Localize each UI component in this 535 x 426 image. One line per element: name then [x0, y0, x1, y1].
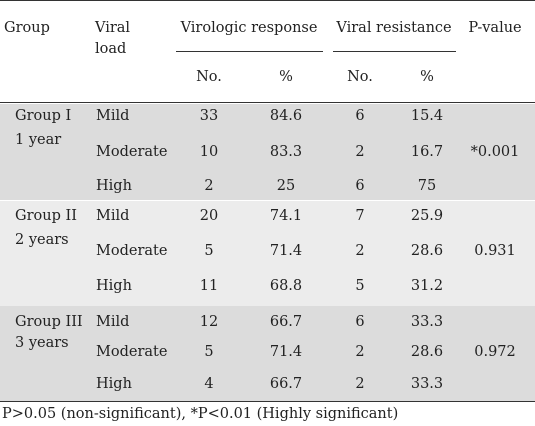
group-name: Group I — [15, 108, 72, 124]
cell-res-pct: 16.7 — [410, 144, 444, 160]
header-viral-resistance: Viral resistance — [336, 20, 452, 36]
header-group: Group — [4, 20, 50, 36]
cell-resp-no: 20 — [199, 208, 219, 224]
cell-resp-pct: 84.6 — [269, 108, 303, 124]
viral-resistance-rule — [333, 51, 456, 52]
group-name: Group III — [15, 314, 83, 330]
cell-resp-no: 5 — [204, 344, 214, 360]
viral-load-cell: Mild — [96, 108, 130, 124]
cell-resp-pct: 74.1 — [269, 208, 303, 224]
group-band-3 — [0, 306, 535, 401]
header-p-value: P-value — [468, 20, 522, 36]
p-value-cell: 0.972 — [474, 344, 516, 360]
header-resp-pct: % — [279, 69, 293, 85]
top-rule — [0, 0, 535, 1]
group-band-2 — [0, 201, 535, 306]
cell-res-pct: 25.9 — [410, 208, 444, 224]
cell-resp-no: 11 — [199, 278, 219, 294]
cell-res-pct: 33.3 — [410, 314, 444, 330]
cell-res-no: 2 — [355, 344, 365, 360]
cell-res-no: 5 — [355, 278, 365, 294]
viral-load-cell: Mild — [96, 208, 130, 224]
p-value-cell: 0.931 — [474, 243, 516, 259]
cell-res-no: 7 — [355, 208, 365, 224]
cell-res-pct: 28.6 — [410, 243, 444, 259]
cell-resp-pct: 71.4 — [269, 344, 303, 360]
viral-load-cell: High — [96, 376, 132, 392]
cell-resp-no: 2 — [204, 178, 214, 194]
table-bottom-rule — [0, 401, 535, 402]
p-value-cell: *0.001 — [470, 144, 520, 160]
cell-resp-pct: 71.4 — [269, 243, 303, 259]
viral-load-cell: Mild — [96, 314, 130, 330]
cell-resp-pct: 25 — [276, 178, 296, 194]
cell-resp-no: 12 — [199, 314, 219, 330]
header-res-pct: % — [420, 69, 434, 85]
cell-res-no: 6 — [355, 178, 365, 194]
cell-res-pct: 75 — [417, 178, 437, 194]
cell-res-pct: 28.6 — [410, 344, 444, 360]
cell-res-no: 2 — [355, 144, 365, 160]
header-viral-load-line1: Viral — [95, 20, 131, 36]
cell-resp-pct: 66.7 — [269, 376, 303, 392]
cell-resp-pct: 83.3 — [269, 144, 303, 160]
group-duration: 1 year — [15, 132, 62, 148]
cell-res-no: 6 — [355, 108, 365, 124]
cell-res-pct: 33.3 — [410, 376, 444, 392]
cell-resp-no: 33 — [199, 108, 219, 124]
cell-resp-pct: 66.7 — [269, 314, 303, 330]
cell-resp-no: 4 — [204, 376, 214, 392]
header-bottom-rule — [0, 102, 535, 103]
header-viral-load-line2: load — [95, 41, 127, 57]
header-virologic-response: Virologic response — [180, 20, 318, 36]
cell-res-no: 2 — [355, 376, 365, 392]
viral-load-cell: Moderate — [96, 243, 168, 259]
cell-res-pct: 31.2 — [410, 278, 444, 294]
cell-resp-no: 10 — [199, 144, 219, 160]
cell-res-pct: 15.4 — [410, 108, 444, 124]
footnote: P>0.05 (non-significant), *P<0.01 (Highl… — [2, 406, 399, 422]
viral-load-cell: High — [96, 178, 132, 194]
group-duration: 2 years — [15, 232, 69, 248]
cell-resp-pct: 68.8 — [269, 278, 303, 294]
group-name: Group II — [15, 208, 77, 224]
cell-res-no: 6 — [355, 314, 365, 330]
group-duration: 3 years — [15, 335, 69, 351]
viral-load-cell: Moderate — [96, 344, 168, 360]
viral-load-cell: High — [96, 278, 132, 294]
header-resp-no: No. — [196, 69, 222, 85]
cell-resp-no: 5 — [204, 243, 214, 259]
header-res-no: No. — [347, 69, 373, 85]
cell-res-no: 2 — [355, 243, 365, 259]
virologic-response-rule — [176, 51, 323, 52]
group-band-1 — [0, 104, 535, 200]
viral-load-cell: Moderate — [96, 144, 168, 160]
